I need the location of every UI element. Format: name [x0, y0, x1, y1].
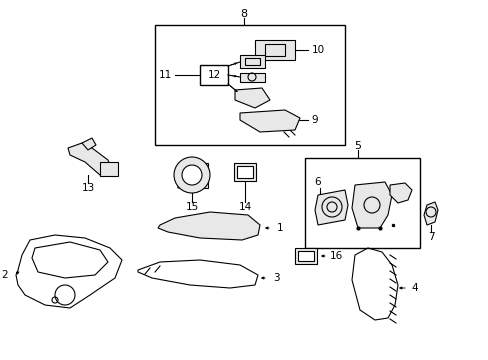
Bar: [100, 162, 118, 176]
Text: 8: 8: [240, 9, 247, 19]
Text: 13: 13: [81, 183, 95, 193]
Bar: [234, 163, 256, 181]
Polygon shape: [240, 110, 299, 132]
Bar: [305, 158, 419, 248]
Polygon shape: [235, 88, 269, 108]
Polygon shape: [389, 183, 411, 203]
Bar: [297, 251, 313, 261]
Polygon shape: [240, 73, 264, 82]
Bar: [200, 65, 227, 85]
Text: 11: 11: [158, 70, 171, 80]
Polygon shape: [178, 163, 184, 188]
Text: 15: 15: [185, 202, 198, 212]
Circle shape: [182, 165, 202, 185]
Text: 7: 7: [427, 232, 433, 242]
Text: 16: 16: [329, 251, 342, 261]
Polygon shape: [351, 182, 391, 228]
Text: 6: 6: [314, 177, 321, 187]
Text: 9: 9: [311, 115, 318, 125]
Polygon shape: [314, 190, 347, 225]
Polygon shape: [423, 202, 437, 225]
Text: 1: 1: [276, 223, 283, 233]
Text: 10: 10: [311, 45, 324, 55]
Circle shape: [174, 157, 209, 193]
Text: 3: 3: [272, 273, 279, 283]
Polygon shape: [82, 138, 96, 150]
Bar: [237, 166, 252, 178]
Polygon shape: [158, 212, 260, 240]
Bar: [294, 248, 316, 264]
Polygon shape: [240, 55, 264, 68]
Text: 4: 4: [411, 283, 417, 293]
Text: 5: 5: [354, 141, 361, 151]
Text: 12: 12: [207, 70, 220, 80]
Polygon shape: [199, 163, 207, 188]
Text: 2: 2: [1, 270, 8, 280]
Polygon shape: [254, 40, 294, 60]
Polygon shape: [68, 143, 112, 175]
Text: 14: 14: [238, 202, 251, 212]
Bar: [155, 25, 345, 145]
